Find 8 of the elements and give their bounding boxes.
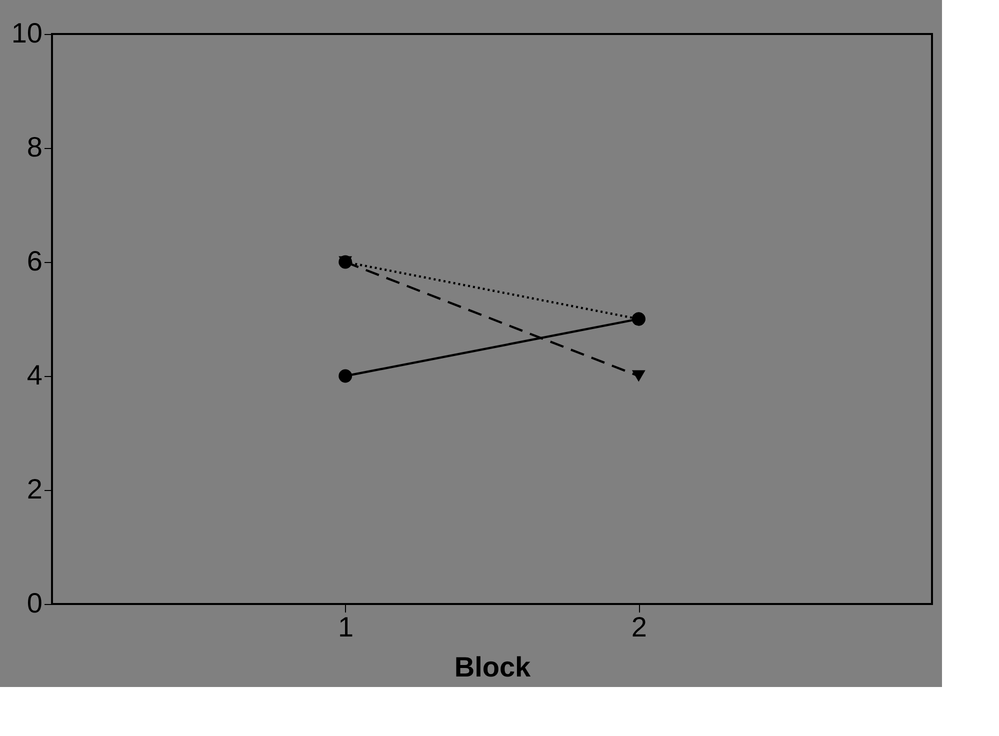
x-tick-label: 1 bbox=[338, 612, 354, 642]
y-tick-label: 4 bbox=[26, 360, 42, 390]
y-tick-label: 8 bbox=[26, 132, 42, 162]
x-axis-title: Block bbox=[454, 652, 532, 682]
y-tick-label: 10 bbox=[11, 18, 42, 48]
y-tick-label: 6 bbox=[26, 246, 42, 276]
y-tick-label: 0 bbox=[26, 588, 42, 618]
y-tick-label: 2 bbox=[26, 474, 42, 504]
